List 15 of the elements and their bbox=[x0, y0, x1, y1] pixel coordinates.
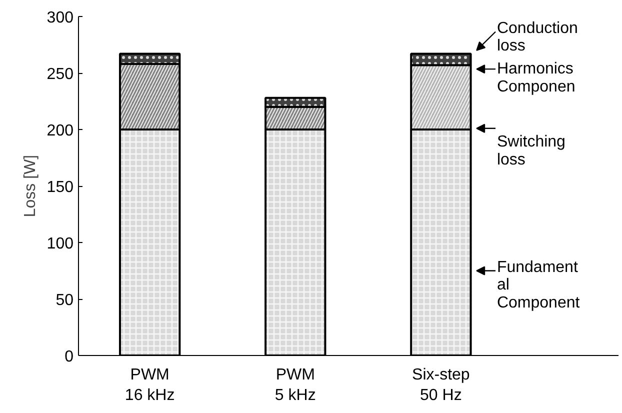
annotation: Harmonics Componen bbox=[496, 60, 576, 96]
y-tick-label: 250 bbox=[46, 66, 74, 83]
annotation: Conduction loss bbox=[496, 20, 578, 55]
annotation: Fundament al Component bbox=[496, 258, 580, 312]
y-tick-label: 0 bbox=[64, 348, 74, 366]
y-tick-label: 200 bbox=[46, 122, 74, 140]
x-tick-label: PWM 16 kHz bbox=[124, 366, 175, 404]
y-tick-label: 100 bbox=[46, 236, 74, 252]
y-axis-title: Loss [W] bbox=[22, 154, 39, 218]
x-tick-label: Six-step 50 Hz bbox=[412, 366, 470, 404]
x-tick-label: PWM 5 kHz bbox=[274, 366, 316, 404]
y-tick-label: 150 bbox=[46, 179, 74, 196]
y-tick-label: 50 bbox=[56, 292, 74, 309]
annotation: Switching loss bbox=[496, 133, 566, 168]
y-tick-label: 300 bbox=[46, 10, 74, 26]
